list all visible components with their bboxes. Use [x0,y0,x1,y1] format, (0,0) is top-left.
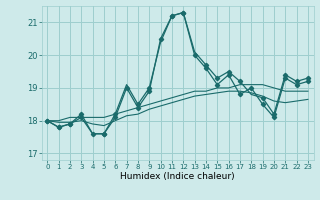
X-axis label: Humidex (Indice chaleur): Humidex (Indice chaleur) [120,172,235,181]
